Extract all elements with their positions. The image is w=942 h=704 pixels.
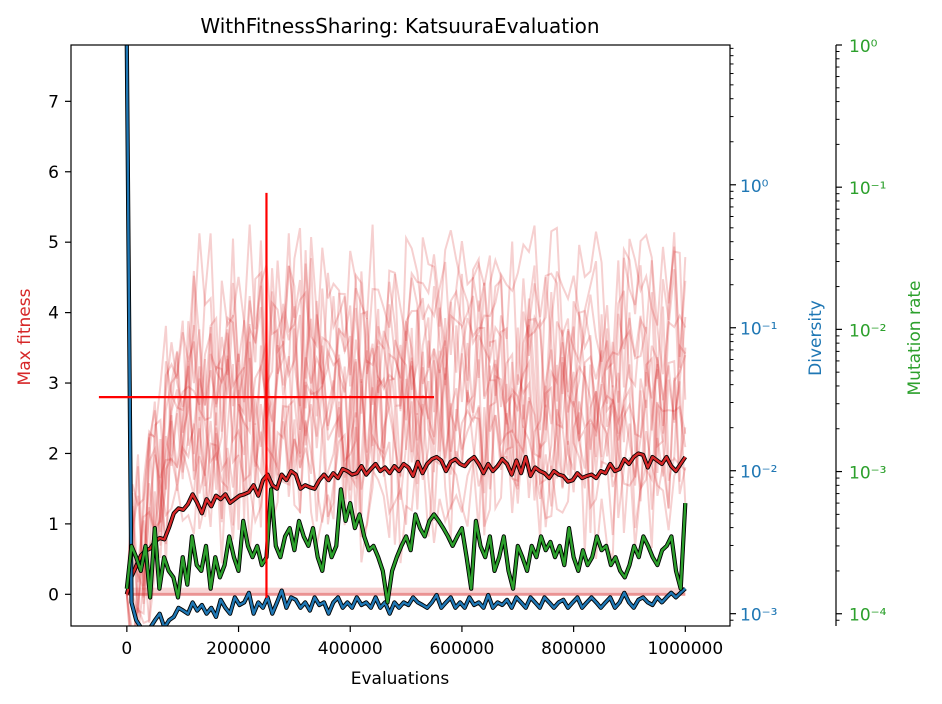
left-y-tick-label: 2 — [48, 444, 59, 464]
x-tick-label: 400000 — [318, 639, 383, 659]
diversity-line — [125, 45, 687, 626]
diversity-axis-label: Diversity — [806, 300, 826, 376]
x-tick-label: 1000000 — [647, 639, 723, 659]
chart-title: WithFitnessSharing: KatsuuraEvaluation — [200, 14, 599, 38]
plot-clip-group — [124, 45, 688, 626]
mutation-tick-label: 10⁻⁴ — [849, 606, 887, 626]
x-tick-label: 200000 — [206, 639, 271, 659]
left-y-tick-label: 0 — [48, 585, 59, 605]
diversity-tick-label: 10⁻² — [740, 463, 777, 483]
left-y-tick-label: 6 — [48, 163, 59, 183]
background-run-line — [125, 224, 687, 598]
left-y-tick-label: 3 — [48, 374, 59, 394]
background-run-line — [125, 338, 687, 626]
background-run-line — [125, 309, 687, 595]
left-y-tick-label: 4 — [48, 304, 59, 324]
background-run-line — [125, 232, 687, 595]
plot-area — [98, 45, 688, 626]
diversity-tick-label: 10⁻³ — [740, 606, 777, 626]
mutation-rate-line — [125, 488, 687, 604]
mutation-tick-label: 10⁻¹ — [849, 179, 886, 199]
background-run-line — [125, 364, 687, 623]
max-fitness-mean-line — [125, 452, 687, 595]
background-run-line — [125, 250, 687, 623]
left-axis-label: Max fitness — [15, 288, 35, 385]
x-tick-label: 600000 — [429, 639, 494, 659]
left-y-tick-label: 1 — [48, 515, 59, 535]
mutation-axis-label: Mutation rate — [905, 280, 925, 395]
background-run-line — [125, 269, 687, 604]
background-run-line — [125, 297, 687, 595]
left-y-tick-label: 7 — [48, 92, 59, 112]
left-y-tick-label: 5 — [48, 233, 59, 253]
axes: 0 200000 400000 600000 800000 1000000 0 1 2 3 4 5 6 7… — [48, 37, 886, 659]
x-tick-label: 0 — [121, 639, 132, 659]
background-run-line — [126, 316, 687, 614]
x-axis-label: Evaluations — [351, 669, 450, 689]
plot-frame — [70, 44, 731, 627]
mutation-tick-label: 10⁻³ — [849, 464, 886, 484]
background-run-line — [125, 300, 687, 626]
diversity-tick-label: 10⁰ — [740, 177, 769, 197]
background-run-line — [125, 354, 687, 626]
mutation-tick-label: 10⁻² — [849, 321, 886, 341]
mutation-tick-label: 10⁰ — [849, 37, 878, 57]
diversity-tick-label: 10⁻¹ — [740, 320, 777, 340]
background-run-line — [125, 250, 687, 595]
x-tick-label: 800000 — [541, 639, 606, 659]
background-run-line — [125, 390, 687, 616]
background-run-line — [125, 361, 687, 626]
